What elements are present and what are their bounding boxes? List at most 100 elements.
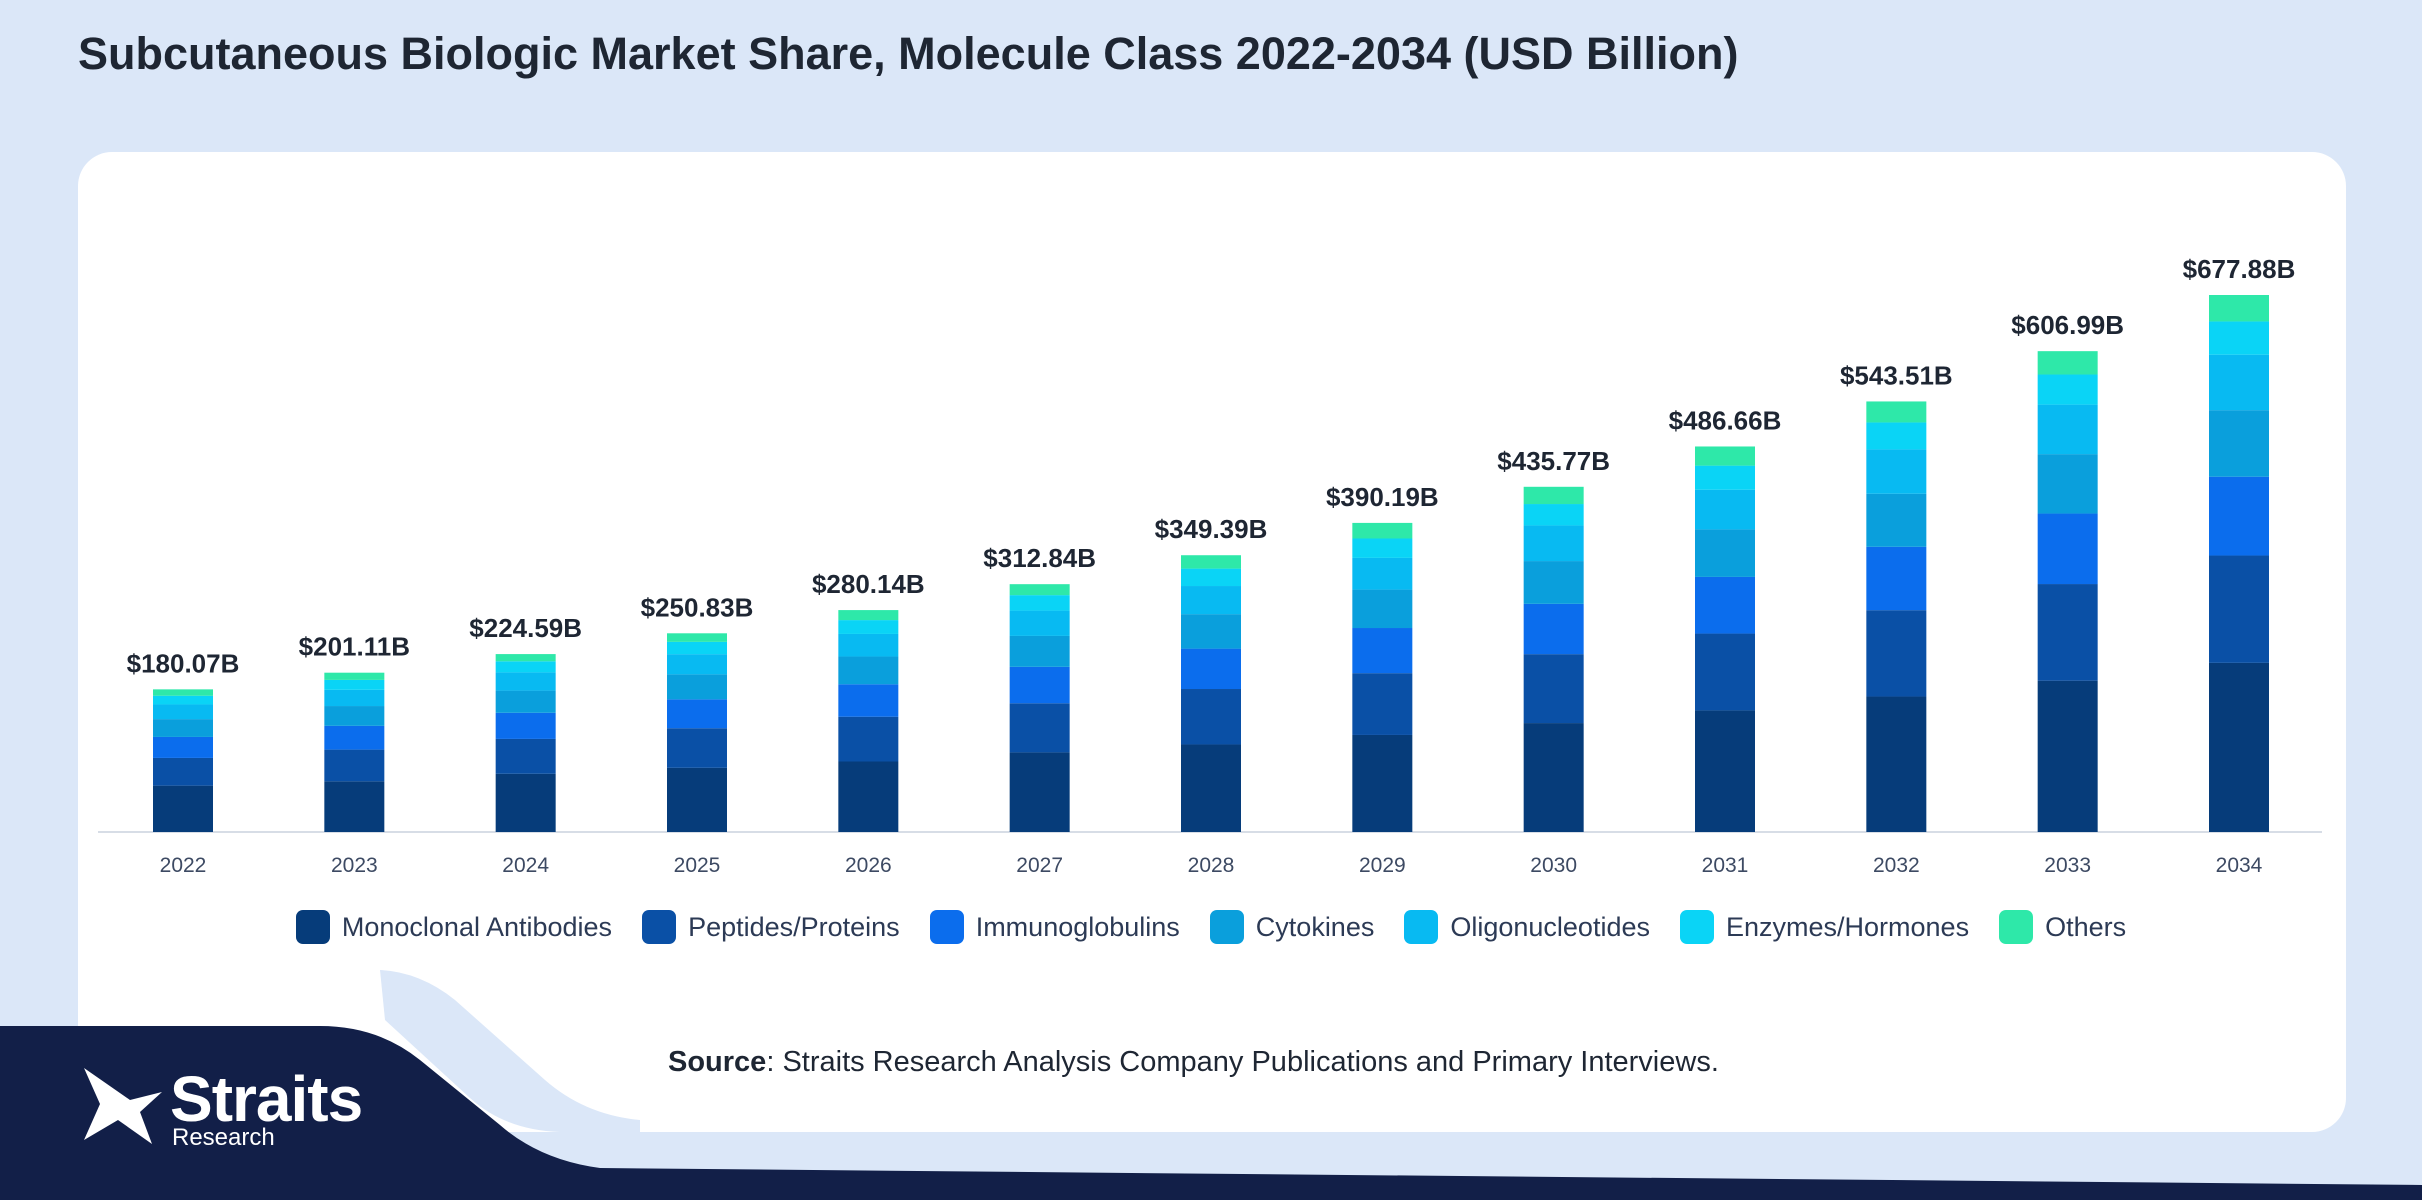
total-label-2022: $180.07B [127,648,240,678]
x-tick-2024: 2024 [502,854,549,877]
bar-segment-2030-6 [1523,504,1584,526]
x-tick-2025: 2025 [674,854,721,877]
bar-segment-2029-3 [1352,628,1413,674]
legend-item-3: Immunoglobulins [929,910,1180,944]
bar-segment-2027-7 [1009,584,1070,596]
bar-segment-2031-7 [1695,446,1755,466]
bar-segment-2029-1 [1352,734,1413,832]
legend-swatch [1999,910,2034,944]
legend-item-6: Enzymes/Hormones [1679,910,1969,944]
bar-segment-2027-4 [1009,635,1070,667]
bar-segment-2022-4 [153,719,213,737]
bar-segment-2033-6 [2037,374,2098,405]
bar-segment-2032-4 [1866,493,1927,547]
bar-segment-2029-6 [1352,538,1413,558]
bar-segment-2030-4 [1523,561,1584,604]
bar-segment-2034-3 [2209,476,2269,556]
total-label-2029: $390.19B [1326,482,1439,512]
bar-segment-2029-2 [1352,673,1413,735]
total-label-2023: $201.11B [299,632,410,662]
x-tick-2034: 2034 [2216,854,2263,877]
x-tick-2023: 2023 [331,854,378,877]
bar-segment-2027-2 [1009,703,1070,753]
total-label-2025: $250.83B [641,592,754,622]
bar-segment-2032-7 [1866,401,1927,423]
legend: Monoclonal Antibodies Peptides/Proteins Im… [0,910,2422,944]
legend-item-4: Cytokines [1209,910,1375,944]
x-tick-2032: 2032 [1873,854,1920,877]
bar-segment-2028-7 [1181,555,1241,569]
bar-segment-2034-7 [2209,295,2269,322]
total-label-2034: $677.88B [2183,254,2296,284]
bar-segment-2028-1 [1181,744,1241,832]
x-tick-2031: 2031 [1702,854,1749,877]
bar-segment-2025-5 [667,654,727,675]
bar-segment-2034-1 [2209,662,2269,832]
source-text: : Straits Research Analysis Company Publ… [766,1046,1719,1078]
bar-segment-2030-3 [1523,603,1584,655]
legend-item-2: Peptides/Proteins [642,910,900,944]
bar-segment-2026-5 [838,633,899,657]
source-note: Source: Straits Research Analysis Compan… [668,1046,1719,1079]
bar-segment-2024-6 [495,661,556,673]
legend-label: Immunoglobulins [975,911,1180,942]
bar-segment-2022-7 [153,689,213,696]
legend-label: Monoclonal Antibodies [341,911,613,942]
bar-segment-2029-7 [1352,522,1413,539]
bar-segment-2023-6 [324,679,385,690]
bar-segment-2029-4 [1352,589,1413,629]
bar-segment-2023-4 [324,706,385,726]
bar-segment-2025-6 [667,641,727,655]
bar-segment-2027-1 [1009,752,1070,832]
bar-segment-2028-6 [1181,568,1241,587]
bar-segment-2033-7 [2037,351,2098,375]
total-label-2030: $435.77B [1497,446,1610,476]
total-label-2033: $606.99B [2011,310,2124,340]
bar-segment-2023-7 [324,672,385,680]
legend-label: Oligonucleotides [1450,911,1650,942]
x-tick-2027: 2027 [1016,854,1063,877]
legend-swatch [1209,910,1244,944]
bar-segment-2028-4 [1181,614,1241,649]
bar-segment-2030-2 [1523,654,1584,724]
bar-segment-2033-3 [2037,513,2098,585]
bar-segment-2031-3 [1695,576,1755,634]
bar-segment-2025-3 [667,699,727,729]
bar-segment-2031-4 [1695,529,1755,577]
bar-segment-2023-1 [324,781,385,832]
legend-swatch [929,910,964,944]
total-label-2027: $312.84B [983,543,1096,573]
bar-segment-2032-3 [1866,546,1927,611]
bar-segment-2033-1 [2037,680,2098,832]
bar-segment-2025-2 [667,728,727,768]
bar-segment-2031-5 [1695,489,1755,530]
bar-segment-2022-6 [153,695,213,705]
bar-segment-2024-1 [495,773,556,832]
x-tick-2028: 2028 [1188,854,1235,877]
bar-segment-2034-4 [2209,410,2269,477]
bar-segment-2028-5 [1181,586,1241,615]
source-label: Source [668,1046,767,1078]
bar-segment-2025-7 [667,633,727,642]
bar-segment-2026-6 [838,620,899,634]
bar-segment-2032-1 [1866,696,1927,832]
bar-segment-2033-5 [2037,404,2098,455]
bar-segment-2023-2 [324,749,385,782]
bar-segment-2031-2 [1695,633,1755,711]
bar-segment-2022-3 [153,736,213,758]
bar-segment-2026-4 [838,656,899,685]
bar-segment-2025-1 [667,767,727,832]
bar-segment-2024-5 [495,672,556,691]
legend-label: Cytokines [1255,911,1375,942]
bar-segment-2031-6 [1695,465,1755,490]
legend-swatch [642,910,677,944]
bar-segment-2024-4 [495,690,556,713]
bar-segment-2026-2 [838,716,899,762]
chart-title: Subcutaneous Biologic Market Share, Mole… [78,28,1739,79]
bar-segment-2034-5 [2209,354,2269,411]
bar-segment-2026-3 [838,684,899,717]
bar-segment-2026-7 [838,610,899,621]
bar-segment-2028-3 [1181,648,1241,690]
legend-item-7: Others [1999,910,2126,944]
bar-segment-2032-5 [1866,449,1927,494]
